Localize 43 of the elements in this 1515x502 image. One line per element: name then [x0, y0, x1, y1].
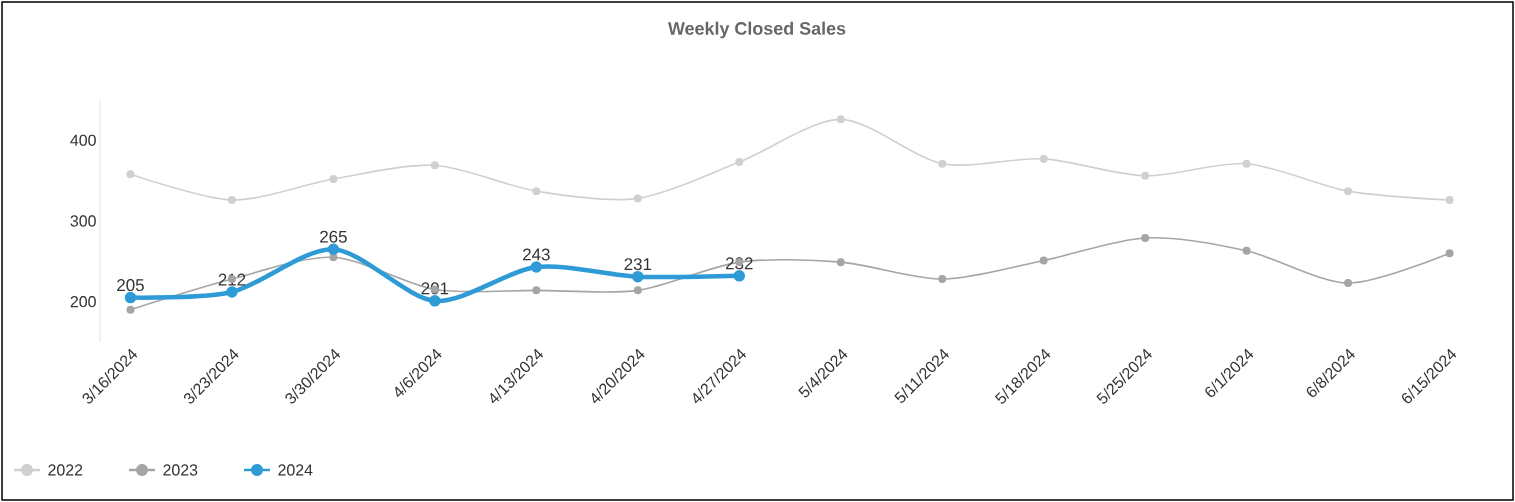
- point: [126, 170, 135, 179]
- point: [329, 253, 338, 262]
- point: [1242, 159, 1251, 168]
- legend-label: 2023: [163, 464, 198, 476]
- data-label: 205: [117, 279, 144, 292]
- point: [429, 295, 441, 307]
- legend-label: 2024: [278, 464, 313, 476]
- data-label: 231: [624, 258, 652, 271]
- legend-label: 2022: [48, 464, 83, 476]
- point: [632, 270, 644, 283]
- point: [633, 286, 642, 295]
- point: [226, 286, 238, 298]
- point: [530, 261, 543, 273]
- point: [532, 286, 541, 295]
- point: [633, 194, 642, 203]
- point: [1445, 196, 1454, 205]
- point: [733, 270, 746, 282]
- chart-title: Weekly Closed Sales: [667, 21, 846, 39]
- point: [1344, 279, 1353, 288]
- point: [1141, 233, 1150, 242]
- point: [532, 187, 541, 196]
- y-tick-label: 300: [70, 215, 96, 227]
- point: [1039, 154, 1048, 163]
- point: [124, 291, 137, 304]
- point: [1242, 246, 1251, 255]
- point: [227, 196, 236, 205]
- point: [1141, 171, 1150, 180]
- y-tick-label: 200: [70, 296, 96, 308]
- data-label: 243: [523, 248, 550, 261]
- point: [126, 305, 135, 314]
- y-tick-label: 400: [70, 134, 96, 146]
- point: [329, 175, 338, 184]
- data-label: 265: [320, 230, 347, 243]
- point: [327, 243, 340, 255]
- point: [1039, 256, 1048, 265]
- point: [1344, 187, 1353, 196]
- point: [836, 115, 845, 124]
- point: [938, 159, 947, 168]
- point: [430, 161, 439, 170]
- point: [1445, 249, 1454, 258]
- point: [735, 158, 744, 167]
- point: [938, 275, 947, 284]
- point: [836, 258, 845, 267]
